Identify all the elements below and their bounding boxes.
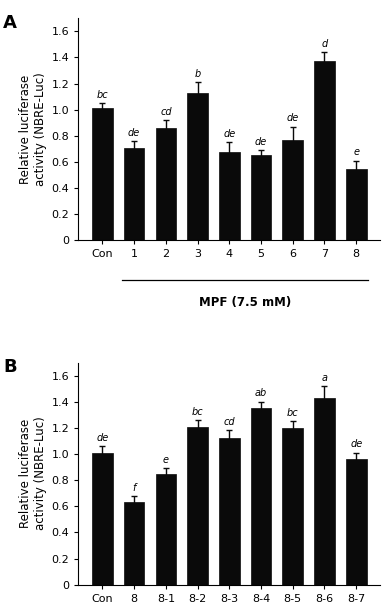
Bar	[92, 452, 113, 585]
Text: MPF (7.5 mM): MPF (7.5 mM)	[199, 296, 291, 309]
Bar	[92, 108, 113, 241]
Text: d: d	[321, 39, 328, 49]
Bar	[219, 438, 240, 585]
Bar	[346, 169, 367, 241]
Bar	[187, 93, 208, 241]
Text: de: de	[287, 113, 299, 124]
Bar	[124, 502, 145, 585]
Text: e: e	[353, 147, 359, 157]
Bar	[314, 398, 335, 585]
Y-axis label: Relative luciferase
activity (NBRE-Luc): Relative luciferase activity (NBRE-Luc)	[20, 417, 47, 530]
Bar	[219, 152, 240, 241]
Bar	[124, 147, 145, 241]
Text: f: f	[132, 482, 136, 493]
Text: a: a	[321, 373, 327, 383]
Text: bc: bc	[192, 407, 203, 417]
Text: de: de	[128, 128, 140, 138]
Text: A: A	[3, 14, 17, 32]
Bar	[283, 428, 303, 585]
Bar	[187, 426, 208, 585]
Text: de: de	[350, 440, 362, 449]
Text: cd: cd	[223, 417, 235, 427]
Bar	[346, 459, 367, 585]
Text: de: de	[96, 433, 109, 443]
Bar	[251, 408, 271, 585]
Text: cd: cd	[160, 107, 172, 117]
Bar	[156, 474, 176, 585]
Text: e: e	[163, 455, 169, 465]
Bar	[251, 155, 271, 241]
Bar	[156, 128, 176, 241]
Text: bc: bc	[287, 408, 299, 418]
Text: ab: ab	[255, 389, 267, 398]
Y-axis label: Relative luciferase
activity (NBRE-Luc): Relative luciferase activity (NBRE-Luc)	[20, 72, 47, 186]
Text: de: de	[255, 137, 267, 147]
Text: bc: bc	[96, 90, 108, 100]
Bar	[314, 62, 335, 241]
Text: b: b	[194, 69, 201, 79]
Text: de: de	[223, 129, 236, 139]
Text: B: B	[3, 358, 16, 376]
Bar	[283, 140, 303, 241]
